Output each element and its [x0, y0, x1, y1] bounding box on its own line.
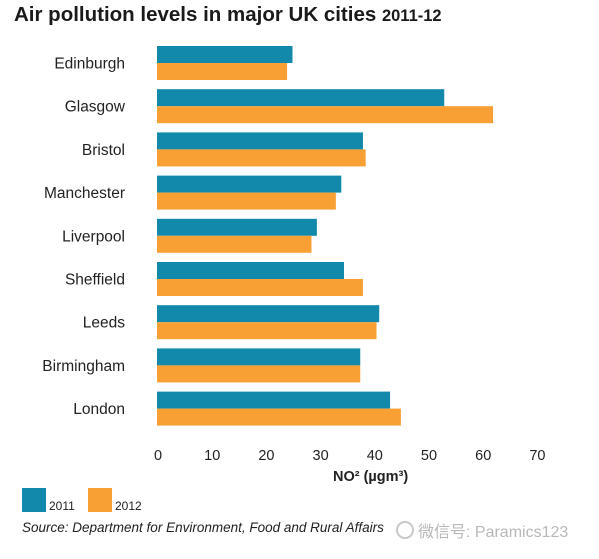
legend-swatch-2012	[88, 488, 112, 512]
category-label-sheffield: Sheffield	[65, 272, 125, 289]
source-note: Source: Department for Environment, Food…	[22, 520, 384, 535]
bar-london-2011	[157, 391, 391, 409]
category-label-glasgow: Glasgow	[65, 99, 126, 116]
legend-label-2012: 2012	[115, 499, 142, 513]
bar-leeds-2011	[157, 305, 380, 323]
wechat-icon	[396, 521, 414, 539]
bar-bristol-2011	[157, 132, 363, 150]
category-label-bristol: Bristol	[82, 142, 125, 159]
bar-manchester-2011	[157, 175, 342, 193]
x-tick-label-40: 40	[367, 448, 383, 464]
bar-birmingham-2012	[157, 365, 361, 383]
bar-birmingham-2011	[157, 348, 361, 366]
bar-bristol-2012	[157, 149, 366, 167]
category-label-manchester: Manchester	[44, 185, 125, 202]
bar-chart: Edinburgh Glasgow Bristol Manchester Liverpo…	[42, 46, 545, 464]
bar-liverpool-2012	[157, 235, 312, 253]
bar-sheffield-2012	[157, 279, 363, 296]
bar-glasgow-2011	[157, 89, 445, 107]
category-label-birmingham: Birmingham	[42, 358, 125, 375]
legend-swatch-2011	[22, 488, 46, 512]
bar-sheffield-2011	[157, 262, 344, 279]
bar-london-2012	[157, 408, 401, 426]
category-label-leeds: Leeds	[83, 315, 125, 332]
bar-glasgow-2012	[157, 106, 494, 124]
bar-edinburgh-2012	[157, 63, 288, 80]
bar-leeds-2012	[157, 322, 377, 340]
x-tick-label-0: 0	[154, 448, 162, 464]
bar-manchester-2012	[157, 192, 336, 210]
category-label-edinburgh: Edinburgh	[54, 56, 125, 73]
category-label-liverpool: Liverpool	[62, 228, 125, 245]
x-tick-label-30: 30	[313, 448, 329, 464]
x-tick-label-70: 70	[529, 448, 545, 464]
chart-title-main: Air pollution levels in major UK cities	[14, 3, 377, 26]
x-tick-label-10: 10	[204, 448, 220, 464]
chart-title-years: 2011-12	[381, 7, 442, 25]
x-tick-label-50: 50	[421, 448, 437, 464]
x-axis-title: NO² (µgm³)	[333, 469, 409, 485]
watermark: 微信号: Paramics123	[396, 518, 568, 542]
x-tick-label-20: 20	[258, 448, 274, 464]
x-tick-label-60: 60	[475, 448, 491, 464]
bar-liverpool-2011	[157, 218, 317, 236]
bar-edinburgh-2011	[157, 46, 293, 63]
category-label-london: London	[73, 401, 125, 418]
watermark-text: 微信号: Paramics123	[418, 524, 569, 541]
chart-title: Air pollution levels in major UK cities …	[14, 3, 442, 27]
legend-label-2011: 2011	[49, 499, 75, 513]
